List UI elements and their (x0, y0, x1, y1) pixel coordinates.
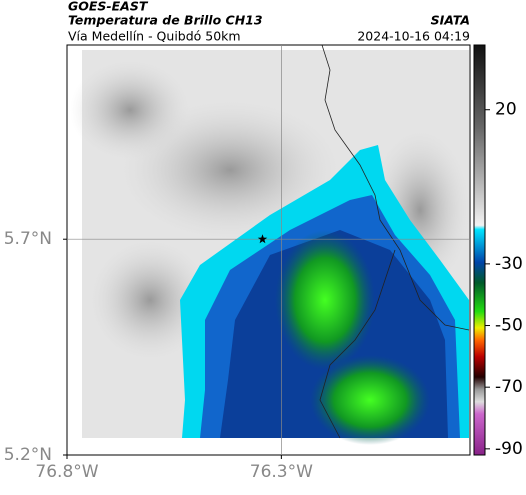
x-tick-label: 76.3°W (250, 462, 313, 482)
colorbar-tick-label: -50 (495, 316, 523, 336)
colorbar-tick-label: -30 (495, 254, 523, 274)
map-image (66, 44, 471, 456)
datetime: 2024-10-16 04:19 (357, 29, 470, 44)
colorbar-tick-label: -90 (495, 439, 523, 459)
agency: GOES-EAST (68, 0, 149, 14)
colorbar-tick-label: 20 (495, 100, 517, 120)
colorbar (473, 44, 486, 456)
location-marker (257, 234, 268, 244)
subtitle: Vía Medellín - Quibdó 50km (68, 29, 241, 44)
colorbar-tick-label: -70 (495, 377, 523, 397)
source: SIATA (431, 13, 470, 28)
y-tick-label: 5.7°N (4, 229, 52, 249)
x-tick-label: 76.8°W (35, 462, 98, 482)
y-tick-label: 5.2°N (4, 445, 52, 465)
title: Temperatura de Brillo CH13 (68, 13, 263, 28)
